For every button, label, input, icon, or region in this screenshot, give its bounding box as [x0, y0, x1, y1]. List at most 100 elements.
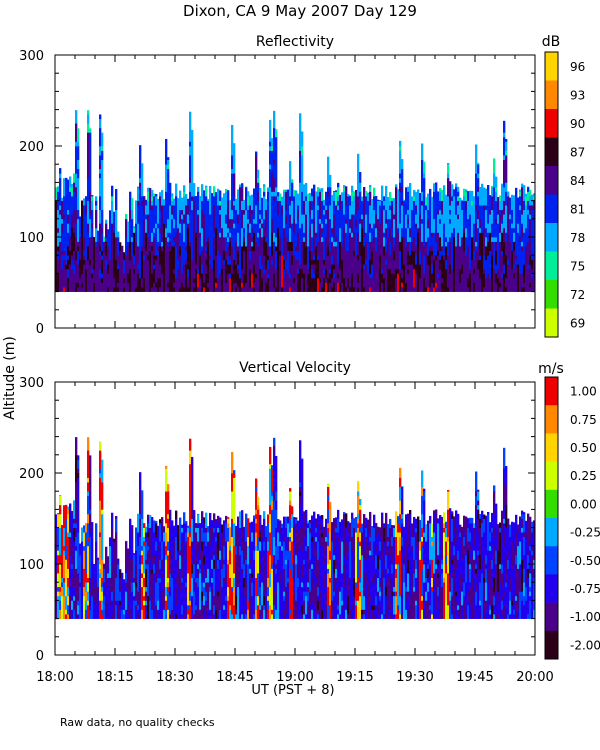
heatmap-cell: [351, 277, 354, 292]
heatmap-cell: [173, 273, 176, 283]
heatmap-cell: [415, 568, 418, 578]
heatmap-cell: [397, 554, 400, 565]
heatmap-cell: [495, 241, 498, 251]
heatmap-cell: [375, 268, 378, 274]
heatmap-cell: [431, 246, 434, 251]
heatmap-cell: [367, 192, 370, 201]
heatmap-cell: [89, 227, 92, 238]
heatmap-cell: [527, 264, 530, 270]
heatmap-cell: [235, 527, 238, 542]
heatmap-cell: [383, 277, 386, 292]
heatmap-cell: [253, 282, 256, 288]
heatmap-cell: [157, 209, 160, 220]
heatmap-cell: [149, 227, 152, 242]
heatmap-cell: [159, 568, 162, 578]
heatmap-cell: [173, 595, 176, 601]
heatmap-cell: [205, 250, 208, 261]
heatmap-cell: [301, 131, 304, 133]
heatmap-cell: [77, 577, 80, 592]
heatmap-cell: [433, 259, 436, 283]
heatmap-cell: [241, 550, 244, 569]
heatmap-cell: [201, 591, 204, 601]
heatmap-cell: [185, 586, 188, 592]
heatmap-cell: [337, 532, 340, 538]
heatmap-cell: [499, 259, 502, 283]
heatmap-cell: [503, 532, 506, 547]
heatmap-cell: [403, 205, 406, 220]
heatmap-cell: [95, 205, 98, 211]
heatmap-cell: [165, 237, 168, 251]
heatmap-cell: [135, 609, 138, 619]
heatmap-cell: [155, 227, 158, 233]
heatmap-cell: [211, 600, 214, 610]
heatmap-cell: [343, 554, 346, 565]
heatmap-cell: [307, 591, 310, 597]
heatmap-cell: [141, 186, 144, 197]
heatmap-cell: [303, 237, 306, 242]
heatmap-cell: [269, 513, 272, 533]
heatmap-cell: [427, 268, 430, 274]
heatmap-cell: [165, 200, 168, 215]
heatmap-cell: [489, 614, 492, 619]
heatmap-cell: [425, 268, 428, 274]
heatmap-cell: [299, 223, 302, 229]
heatmap-cell: [399, 500, 402, 515]
heatmap-cell: [375, 532, 378, 538]
heatmap-cell: [137, 223, 140, 247]
heatmap-cell: [501, 264, 504, 274]
heatmap-cell: [255, 223, 258, 229]
heatmap-cell: [481, 614, 484, 619]
heatmap-cell: [227, 517, 230, 519]
heatmap-cell: [127, 600, 130, 606]
heatmap-cell: [377, 282, 380, 292]
heatmap-cell: [463, 545, 466, 556]
heatmap-cell: [271, 554, 274, 565]
heatmap-cell: [71, 609, 74, 615]
heatmap-cell: [247, 218, 250, 224]
heatmap-cell: [363, 527, 366, 551]
heatmap-cell: [165, 586, 168, 597]
heatmap-cell: [507, 214, 510, 256]
heatmap-cell: [411, 545, 414, 551]
heatmap-cell: [483, 268, 486, 274]
heatmap-cell: [383, 564, 386, 578]
heatmap-cell: [243, 199, 246, 201]
heatmap-cell: [363, 514, 366, 528]
heatmap-cell: [301, 604, 304, 615]
heatmap-cell: [427, 255, 430, 265]
heatmap-cell: [383, 559, 386, 565]
heatmap-cell: [135, 591, 138, 601]
heatmap-cell: [421, 223, 424, 238]
heatmap-cell: [141, 573, 144, 578]
heatmap-cell: [219, 227, 222, 233]
heatmap-cell: [377, 246, 380, 251]
heatmap-cell: [165, 146, 168, 165]
heatmap-cell: [125, 268, 128, 288]
heatmap-cell: [95, 568, 98, 583]
heatmap-cell: [151, 564, 154, 569]
heatmap-cell: [385, 209, 388, 215]
heatmap-cell: [215, 564, 218, 569]
heatmap-cell: [173, 525, 176, 528]
heatmap-cell: [287, 536, 290, 551]
heatmap-cell: [151, 273, 154, 288]
heatmap-cell: [233, 196, 236, 201]
heatmap-cell: [523, 214, 526, 233]
heatmap-cell: [459, 559, 462, 565]
heatmap-cell: [403, 564, 406, 578]
heatmap-cell: [529, 218, 532, 229]
heatmap-cell: [235, 595, 238, 610]
heatmap-cell: [129, 218, 132, 242]
heatmap-cell: [269, 463, 272, 469]
heatmap-cell: [65, 532, 68, 547]
heatmap-cell: [277, 545, 280, 560]
heatmap-cell: [263, 591, 266, 597]
heatmap-cell: [65, 504, 68, 519]
heatmap-cell: [63, 509, 66, 528]
heatmap-cell: [121, 572, 124, 610]
heatmap-cell: [391, 200, 394, 206]
heatmap-cell: [459, 527, 462, 533]
heatmap-cell: [155, 237, 158, 256]
heatmap-cell: [523, 282, 526, 288]
heatmap-cell: [137, 600, 140, 606]
